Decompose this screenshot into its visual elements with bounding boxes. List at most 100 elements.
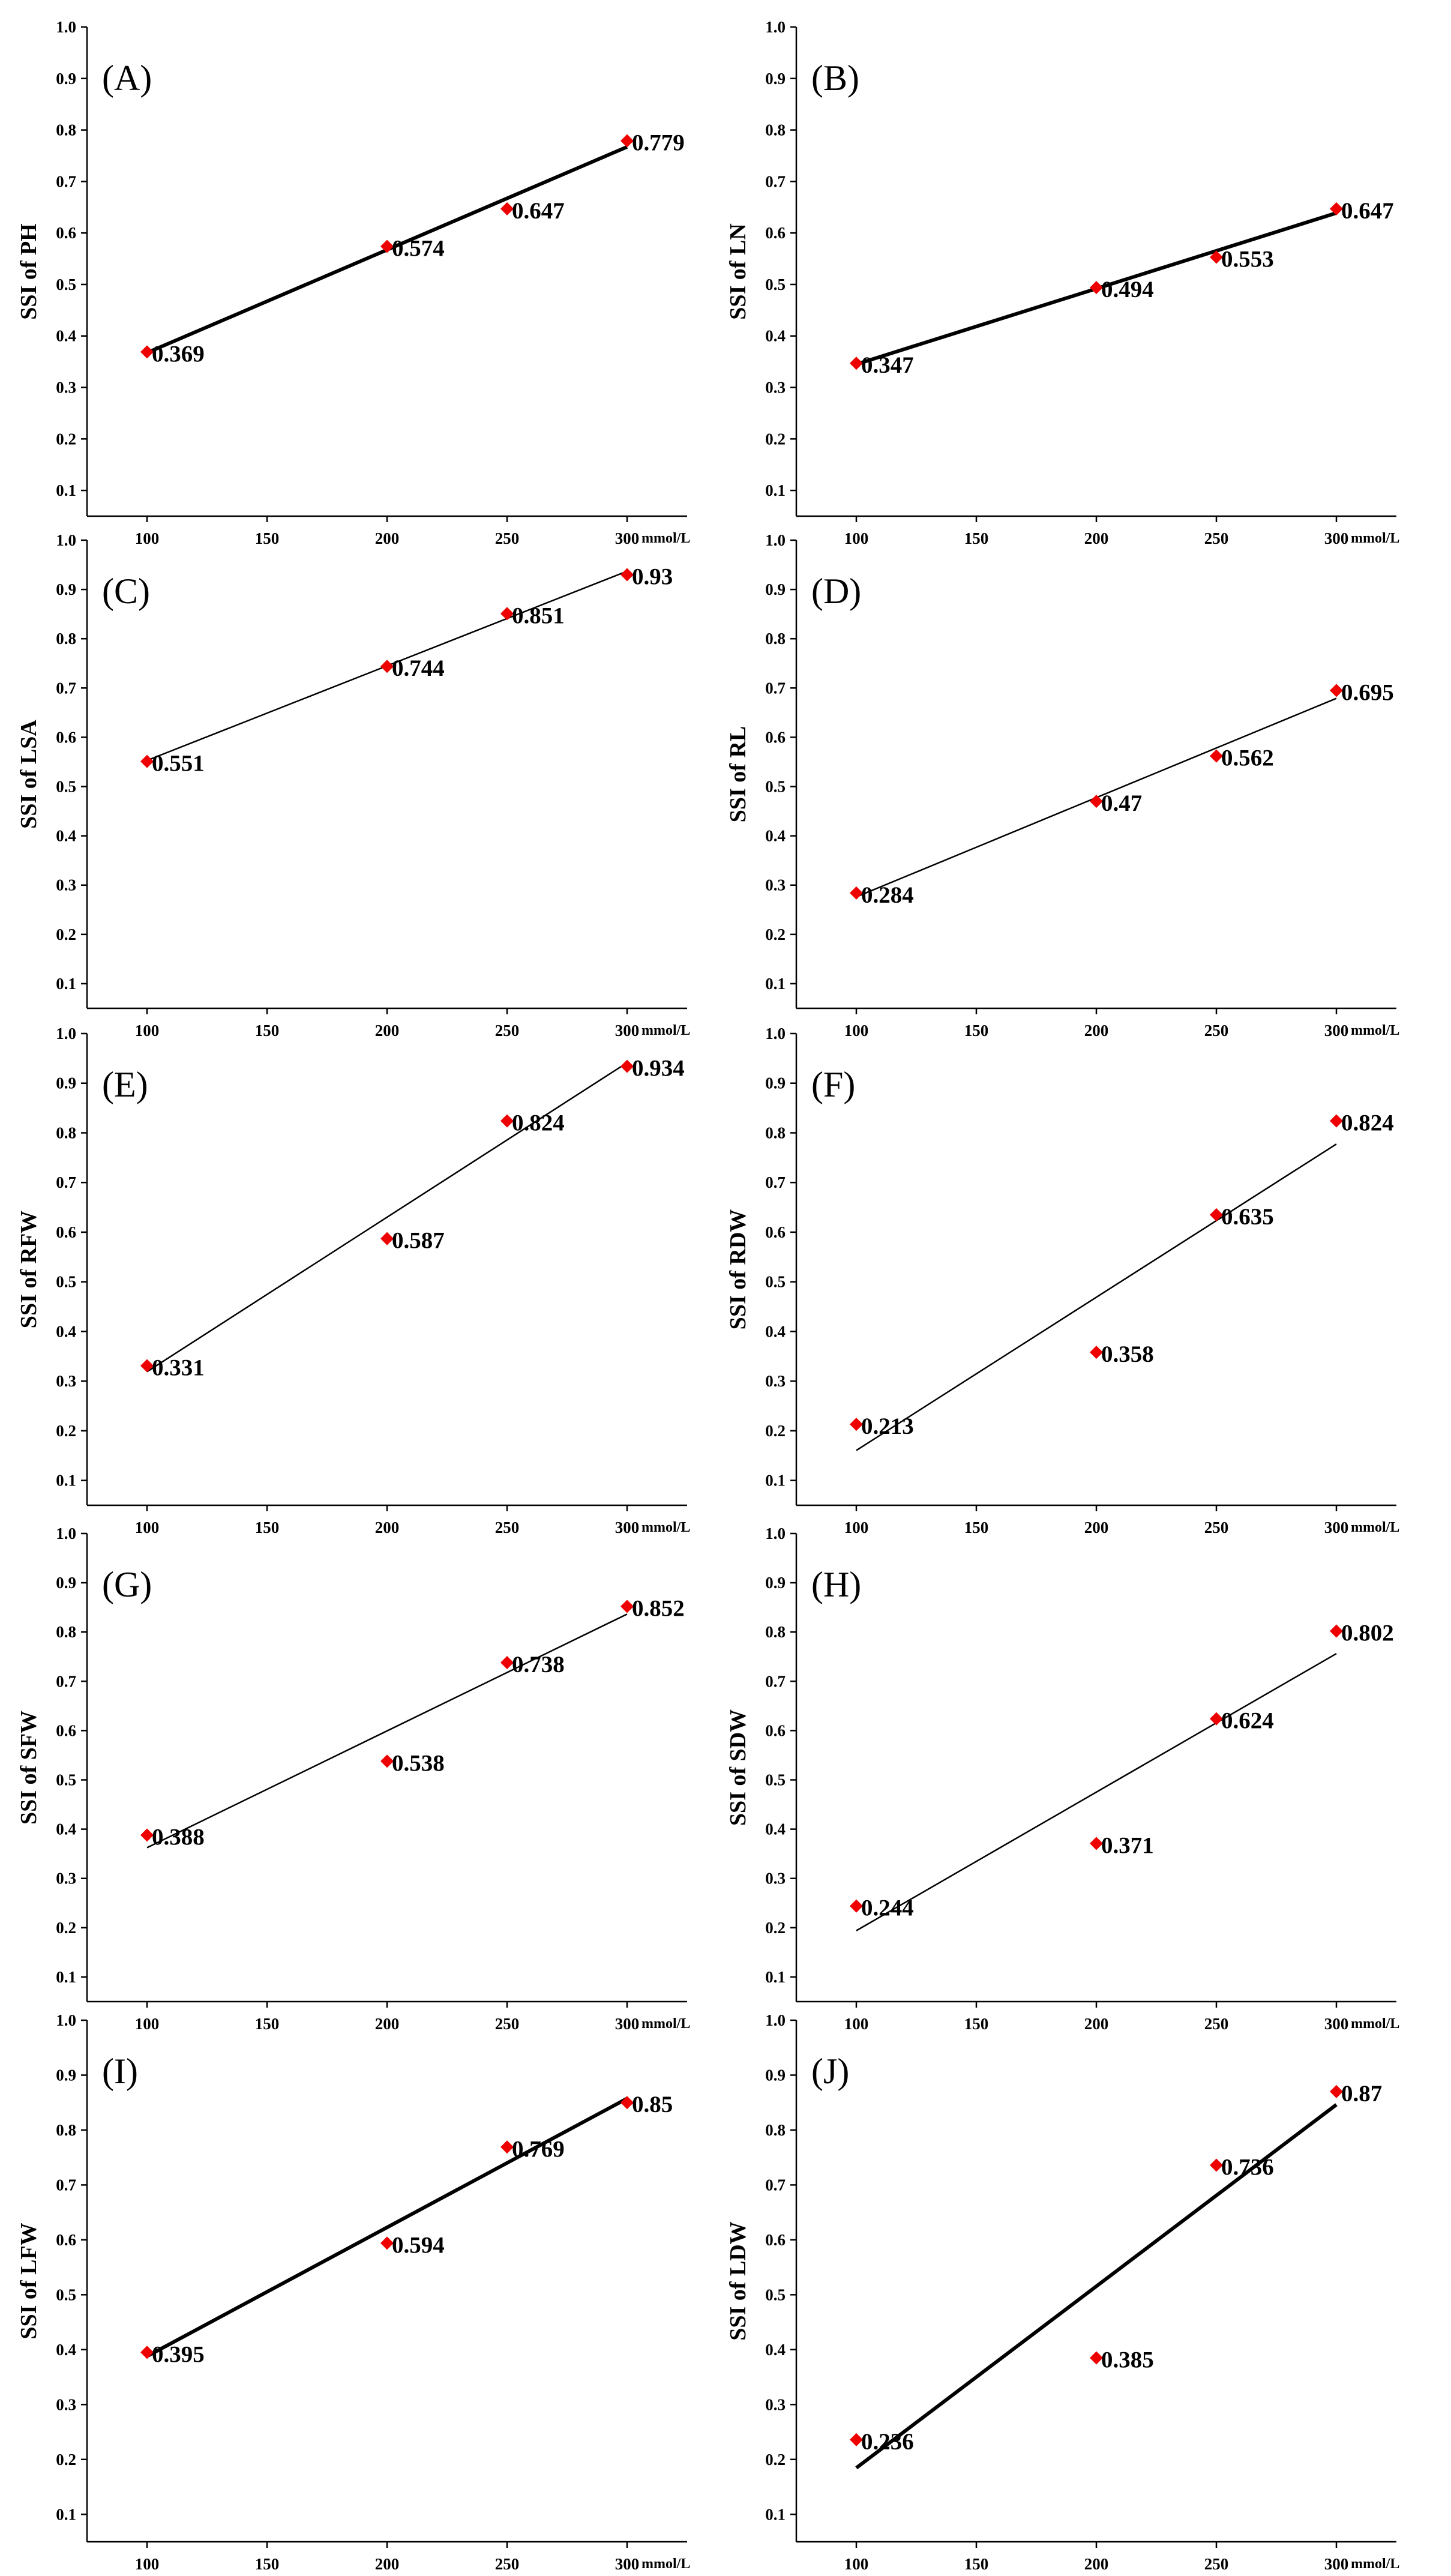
panel-letter: (I) [102,2051,138,2091]
data-point [850,1418,863,1431]
data-label: 0.213 [861,1413,914,1439]
panel-letter: (E) [102,1065,148,1104]
data-label: 0.538 [392,1750,445,1776]
data-label: 0.347 [861,352,914,378]
x-tick-label: 150 [964,2015,989,2033]
data-label: 0.388 [152,1824,205,1850]
y-tick-label: 0.9 [56,2066,76,2084]
y-tick-label: 0.2 [56,925,76,943]
y-tick-label: 0.5 [765,1771,786,1789]
x-tick-label: 100 [135,529,160,547]
y-tick-label: 0.9 [765,1074,786,1092]
data-point [380,660,394,673]
y-tick-label: 0.8 [56,1124,76,1142]
x-tick-label: 250 [1204,2015,1229,2033]
data-label: 0.551 [152,751,205,777]
data-label: 0.851 [512,603,565,628]
y-axis-label: SSI of LDW [725,2221,751,2341]
x-tick-label: 300 [615,529,640,547]
x-tick-label: 300 [1324,529,1349,547]
data-point [850,2433,863,2446]
data-point [1210,1208,1223,1221]
y-tick-label: 0.8 [56,121,76,139]
y-tick-label: 0.3 [765,1372,786,1390]
y-tick-label: 0.1 [56,481,76,499]
data-label: 0.93 [632,564,673,589]
data-label: 0.738 [512,1652,565,1678]
data-label: 0.358 [1101,1341,1154,1367]
y-tick-label: 0.6 [765,1721,786,1739]
chart-panel-a: 1.0 0.9 0.8 0.7 0.6 0.5 0.4 0.3 0.2 0.1 100 150 200 2… [16,18,690,547]
chart-panel-c: 1.0 0.9 0.8 0.7 0.6 0.5 0.4 0.3 0.2 0.1 100 150 200 2… [16,531,690,1040]
x-tick-label: 150 [964,529,989,547]
data-point [1330,1114,1343,1128]
x-tick-label: 150 [964,1022,989,1040]
y-tick-label: 0.7 [765,1672,786,1690]
panel-letter: (A) [102,58,152,98]
data-point [1090,1837,1103,1850]
data-point [1090,795,1103,808]
data-label: 0.395 [152,2341,205,2367]
y-tick-label: 0.4 [56,327,76,345]
y-tick-label: 1.0 [765,531,786,549]
y-tick-label: 1.0 [56,1025,76,1043]
data-point [1330,202,1343,215]
data-label: 0.824 [1341,1110,1394,1136]
data-point [500,607,514,621]
y-tick-label: 1.0 [56,2011,76,2029]
data-label: 0.562 [1221,745,1274,771]
y-tick-label: 0.6 [765,224,786,242]
y-tick-label: 0.1 [56,975,76,993]
y-tick-label: 0.4 [56,827,76,845]
y-tick-label: 0.6 [56,728,76,746]
y-tick-label: 0.7 [765,2176,786,2194]
data-label: 0.934 [632,1056,685,1082]
y-tick-label: 0.4 [56,1820,76,1838]
y-tick-label: 0.2 [56,430,76,448]
y-axis-label: SSI of RDW [725,1209,751,1330]
trendline [856,1143,1337,1451]
y-axis-label: SSI of SDW [725,1709,751,1826]
chart-panel-j: 1.0 0.9 0.8 0.7 0.6 0.5 0.4 0.3 0.2 0.1 100 150 200 2… [725,2011,1399,2573]
y-tick-label: 0.1 [56,2505,76,2523]
data-point [850,357,863,370]
y-tick-label: 1.0 [765,1025,786,1043]
data-label: 0.385 [1101,2347,1154,2373]
y-tick-label: 0.4 [765,827,786,845]
y-tick-label: 0.7 [56,2176,76,2194]
y-tick-label: 0.4 [765,2341,786,2359]
panel-letter: (G) [102,1565,152,1604]
x-tick-label: 250 [1204,1022,1229,1040]
data-point [1210,749,1223,763]
y-tick-label: 0.4 [765,327,786,345]
data-point [850,886,863,900]
y-tick-label: 0.5 [56,1771,76,1789]
y-tick-label: 0.5 [765,275,786,293]
y-tick-label: 0.9 [56,580,76,598]
data-label: 0.736 [1221,2154,1274,2180]
y-tick-label: 0.1 [765,1968,786,1986]
y-tick-label: 0.9 [765,580,786,598]
x-tick-label: 250 [1204,1518,1229,1536]
y-tick-label: 0.5 [56,778,76,796]
x-tick-label: 150 [964,1518,989,1536]
x-unit-label: mmol/L [641,1023,690,1038]
data-label: 0.371 [1101,1832,1154,1858]
data-point [380,1232,394,1245]
data-point [1210,250,1223,264]
data-point [500,2140,514,2154]
data-point [380,2236,394,2250]
y-tick-label: 0.9 [56,1574,76,1592]
data-point [1090,2351,1103,2365]
y-tick-label: 1.0 [56,1524,76,1542]
y-tick-label: 0.3 [765,379,786,397]
data-label: 0.244 [861,1895,914,1921]
x-tick-label: 300 [1324,1022,1349,1040]
data-point [500,1114,514,1128]
x-tick-label: 200 [375,1518,400,1536]
x-tick-label: 100 [844,1022,869,1040]
x-tick-label: 300 [615,1022,640,1040]
chart-panel-b: 1.0 0.9 0.8 0.7 0.6 0.5 0.4 0.3 0.2 0.1 100 150 200 2… [725,18,1399,547]
data-label: 0.744 [392,655,445,681]
